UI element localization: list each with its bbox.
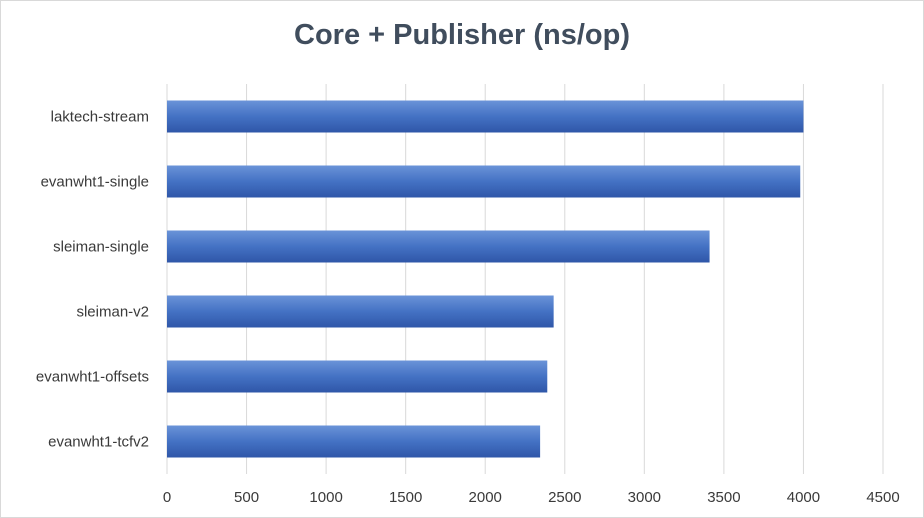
bar-laktech-stream — [167, 100, 804, 133]
x-axis-tick-labels: 0 500 1000 1500 2000 2500 3000 3500 4000 4500 — [163, 489, 900, 506]
bar-evanwht1-single — [167, 165, 801, 198]
bar-evanwht1-offsets — [167, 360, 548, 393]
category-label: sleiman-v2 — [76, 304, 149, 321]
x-tick-label: 2000 — [469, 489, 502, 506]
category-label: sleiman-single — [53, 239, 149, 256]
gridlines — [166, 84, 884, 474]
x-tick-label: 1500 — [389, 489, 422, 506]
chart-title: Core + Publisher (ns/op) — [294, 19, 630, 51]
bar-sleiman-single — [167, 230, 710, 263]
x-tick-label: 500 — [234, 489, 259, 506]
x-tick-label: 3500 — [707, 489, 740, 506]
category-labels: laktech-stream evanwht1-single sleiman-sin… — [36, 109, 149, 451]
bar-evanwht1-tcfv2 — [167, 425, 541, 458]
x-tick-label: 4500 — [866, 489, 899, 506]
category-label: evanwht1-offsets — [36, 369, 149, 386]
x-tick-label: 4000 — [787, 489, 820, 506]
bar-sleiman-v2 — [167, 295, 554, 328]
x-tick-label: 1000 — [309, 489, 342, 506]
x-tick-label: 3000 — [628, 489, 661, 506]
category-label: evanwht1-tcfv2 — [48, 434, 149, 451]
category-label: evanwht1-single — [41, 174, 149, 191]
x-tick-label: 0 — [163, 489, 171, 506]
x-tick-label: 2500 — [548, 489, 581, 506]
bars — [167, 100, 804, 458]
category-label: laktech-stream — [51, 109, 149, 126]
